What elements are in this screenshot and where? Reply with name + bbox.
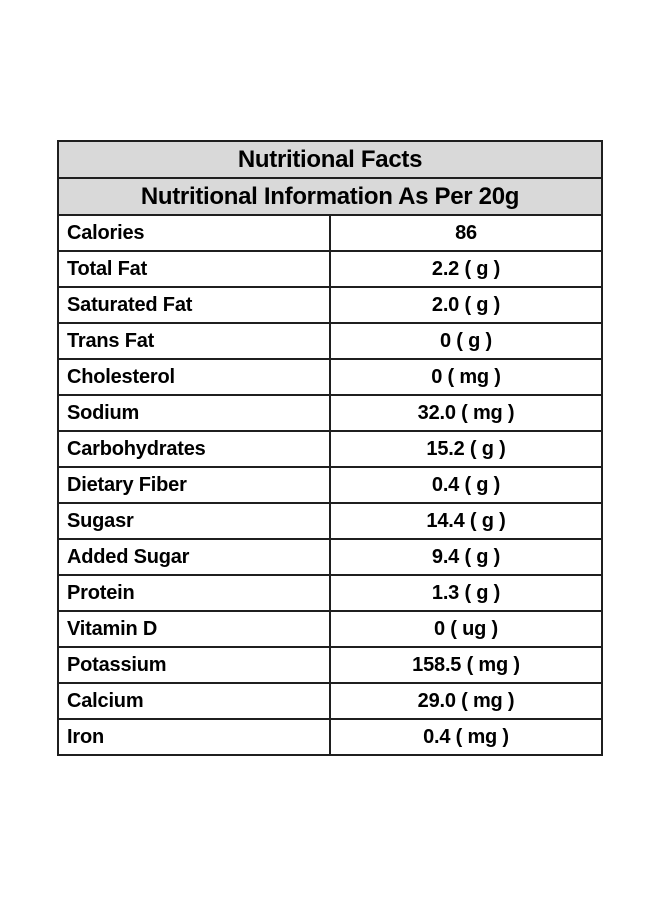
nutrient-value: 0.4 ( mg ) [329,718,603,756]
nutrient-value: 29.0 ( mg ) [329,682,603,720]
table-subtitle: Nutritional Information As Per 20g [57,177,603,216]
nutrient-label: Sodium [57,394,331,432]
table-row-dietary-fiber: Dietary Fiber 0.4 ( g ) [57,466,603,504]
table-row-iron: Iron 0.4 ( mg ) [57,718,603,756]
nutrient-value: 0 ( mg ) [329,358,603,396]
title-row: Nutritional Facts [57,140,603,179]
nutrient-value: 15.2 ( g ) [329,430,603,468]
nutrient-label: Sugasr [57,502,331,540]
nutrient-label: Potassium [57,646,331,684]
table-row-sodium: Sodium 32.0 ( mg ) [57,394,603,432]
nutrient-label: Added Sugar [57,538,331,576]
table-row-vitamin-d: Vitamin D 0 ( ug ) [57,610,603,648]
nutrient-value: 32.0 ( mg ) [329,394,603,432]
table-title: Nutritional Facts [57,140,603,179]
nutrient-value: 2.0 ( g ) [329,286,603,324]
nutrient-label: Calcium [57,682,331,720]
table-row-protein: Protein 1.3 ( g ) [57,574,603,612]
nutrient-value: 0 ( g ) [329,322,603,360]
nutrient-value: 2.2 ( g ) [329,250,603,288]
nutrient-value: 1.3 ( g ) [329,574,603,612]
nutrient-label: Carbohydrates [57,430,331,468]
table-row-sugars: Sugasr 14.4 ( g ) [57,502,603,540]
nutrient-value: 14.4 ( g ) [329,502,603,540]
table-row-potassium: Potassium 158.5 ( mg ) [57,646,603,684]
table-row-calories: Calories 86 [57,214,603,252]
nutrient-value: 86 [329,214,603,252]
nutrient-label: Cholesterol [57,358,331,396]
nutrient-label: Total Fat [57,250,331,288]
nutrient-value: 0 ( ug ) [329,610,603,648]
table-row-added-sugar: Added Sugar 9.4 ( g ) [57,538,603,576]
nutrient-label: Calories [57,214,331,252]
subtitle-row: Nutritional Information As Per 20g [57,177,603,216]
nutrient-label: Dietary Fiber [57,466,331,504]
nutrient-value: 9.4 ( g ) [329,538,603,576]
nutrient-label: Iron [57,718,331,756]
nutrient-label: Vitamin D [57,610,331,648]
nutrient-label: Trans Fat [57,322,331,360]
table-row-cholesterol: Cholesterol 0 ( mg ) [57,358,603,396]
table-row-saturated-fat: Saturated Fat 2.0 ( g ) [57,286,603,324]
nutrient-label: Protein [57,574,331,612]
table-row-calcium: Calcium 29.0 ( mg ) [57,682,603,720]
nutrient-value: 158.5 ( mg ) [329,646,603,684]
nutrient-value: 0.4 ( g ) [329,466,603,504]
nutrient-label: Saturated Fat [57,286,331,324]
table-row-trans-fat: Trans Fat 0 ( g ) [57,322,603,360]
table-row-carbohydrates: Carbohydrates 15.2 ( g ) [57,430,603,468]
table-row-total-fat: Total Fat 2.2 ( g ) [57,250,603,288]
nutrition-facts-table: Nutritional Facts Nutritional Informatio… [57,140,603,756]
